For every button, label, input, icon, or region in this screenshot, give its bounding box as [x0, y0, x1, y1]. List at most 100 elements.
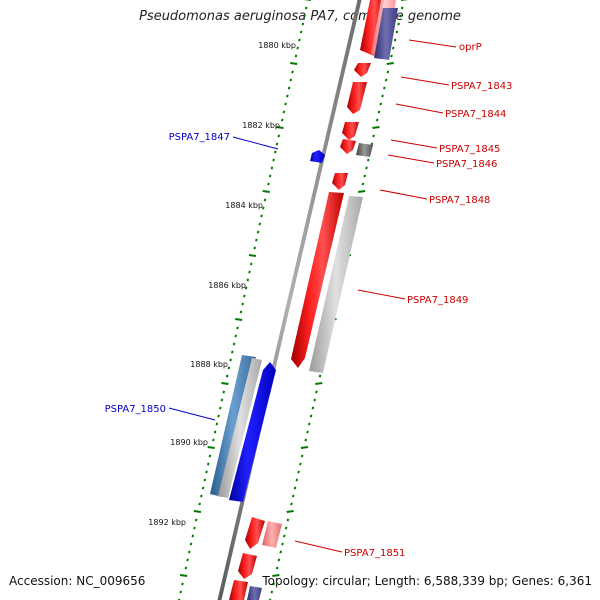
- gene-pspa7-1848-arrow[interactable]: [332, 173, 348, 190]
- gene-pspa7-1849-arrow[interactable]: [291, 192, 344, 368]
- inner-track-minor-tick: [200, 494, 203, 498]
- outer-track-minor-tick: [308, 422, 311, 426]
- outer-track-minor-tick: [272, 582, 275, 586]
- scale-label-1888: 1888 kbp: [190, 360, 228, 369]
- inner-track-minor-tick: [219, 406, 222, 410]
- inner-track-minor-tick: [179, 590, 182, 594]
- gene-label-pspa7-1847[interactable]: PSPA7_1847: [169, 132, 230, 143]
- inner-track-minor-tick: [244, 286, 248, 290]
- cds-pspa7-1851-shadow[interactable]: [262, 521, 282, 548]
- leader-pspa7-1850: [168, 407, 216, 421]
- inner-track-minor-tick: [301, 22, 305, 26]
- gene-pspa7-1850-arrow[interactable]: [229, 362, 276, 502]
- gene-label-pspa7-1848[interactable]: PSPA7_1848: [429, 195, 490, 206]
- outer-track-minor-tick: [281, 542, 284, 546]
- inner-track-minor-tick: [263, 198, 267, 202]
- inner-track-minor-tick: [298, 38, 301, 42]
- gene-label-pspa7-1843[interactable]: PSPA7_1843: [451, 81, 512, 92]
- outer-track-minor-tick: [318, 374, 322, 378]
- gene-next-forward-arrow[interactable]: [238, 553, 257, 579]
- leader-pspa7-1848: [379, 189, 428, 200]
- inner-track-minor-tick: [256, 230, 260, 234]
- inner-track-minor-tick: [253, 246, 256, 250]
- gene-label-oprp[interactable]: oprP: [459, 42, 482, 53]
- outer-track-minor-tick: [400, 6, 404, 10]
- scale-label-1892: 1892 kbp: [148, 518, 186, 527]
- outer-track-minor-tick: [370, 142, 374, 146]
- scale-label-1880: 1880 kbp: [258, 41, 296, 50]
- inner-track-minor-tick: [213, 430, 217, 434]
- gene-label-pspa7-1846[interactable]: PSPA7_1846: [436, 159, 497, 170]
- gene-label-pspa7-1849[interactable]: PSPA7_1849: [407, 295, 468, 306]
- outer-track-minor-tick: [275, 566, 279, 570]
- outer-track-minor-tick: [284, 526, 288, 530]
- genome-backbone: [217, 0, 362, 600]
- inner-track-minor-tick: [267, 182, 270, 186]
- outer-track-minor-tick: [386, 70, 390, 74]
- outer-track-minor-tick: [270, 590, 274, 594]
- leader-oprp: [408, 39, 457, 48]
- gene-oprp-arrow[interactable]: [360, 0, 384, 56]
- inner-track-minor-tick: [194, 518, 198, 522]
- outer-track-minor-tick: [365, 166, 368, 170]
- gene-labels: oprP PSPA7_1843 PSPA7_1844 PSPA7_1845 PS…: [105, 42, 513, 559]
- cds-pspa7-1846-reverse[interactable]: [356, 143, 373, 157]
- inner-track-minor-tick: [280, 118, 284, 122]
- label-leaders: [168, 39, 457, 553]
- cds-pspa7-1850-gray[interactable]: [218, 358, 262, 498]
- inner-track-minor-tick: [198, 502, 201, 506]
- gene-label-pspa7-1844[interactable]: PSPA7_1844: [445, 109, 506, 120]
- inner-track-minor-tick: [201, 486, 205, 490]
- gene-pspa7-1845-arrow[interactable]: [342, 122, 359, 140]
- inner-track-minor-tick: [205, 470, 208, 474]
- inner-track-minor-tick: [275, 142, 279, 146]
- inner-track-minor-tick: [234, 334, 237, 338]
- inner-track-minor-tick: [296, 46, 299, 50]
- scale-labels: 1880 kbp 1882 kbp 1884 kbp 1886 kbp 1888…: [148, 41, 296, 527]
- outer-track-major-tick: [315, 382, 323, 385]
- outer-track-minor-tick: [300, 454, 304, 458]
- gene-bottom-forward[interactable]: [229, 580, 248, 600]
- gene-pspa7-1843-arrow[interactable]: [354, 63, 371, 77]
- outer-track-minor-tick: [375, 118, 379, 122]
- inner-track-major-tick: [262, 190, 270, 193]
- inner-track-minor-tick: [231, 350, 234, 354]
- inner-track-minor-tick: [287, 86, 291, 90]
- gene-label-pspa7-1845[interactable]: PSPA7_1845: [439, 144, 500, 155]
- inner-track-minor-tick: [222, 390, 225, 394]
- inner-track-minor-tick: [289, 78, 293, 82]
- gene-pspa7-1851-arrow[interactable]: [245, 517, 265, 549]
- inner-track-minor-tick: [248, 270, 251, 274]
- inner-track-minor-tick: [277, 134, 280, 138]
- cds-oprp-reverse[interactable]: [374, 8, 398, 60]
- outer-track-minor-tick: [395, 30, 399, 34]
- inner-track-minor-tick: [232, 342, 236, 346]
- forward-features: [229, 0, 398, 600]
- inner-track-minor-tick: [217, 414, 220, 418]
- outer-track-minor-tick: [304, 438, 307, 442]
- inner-track-minor-tick: [220, 398, 224, 402]
- inner-track-minor-tick: [272, 158, 275, 162]
- outer-track-minor-tick: [377, 110, 381, 114]
- cds-bottom-reverse[interactable]: [247, 586, 262, 600]
- inner-track-minor-tick: [258, 222, 262, 226]
- inner-track-minor-tick: [274, 150, 277, 154]
- inner-track-minor-tick: [286, 94, 289, 98]
- inner-track-minor-tick: [303, 14, 306, 18]
- gene-label-pspa7-1851[interactable]: PSPA7_1851: [344, 548, 405, 559]
- cds-pspa7-1849-shadow[interactable]: [309, 196, 363, 373]
- inner-track-major-tick: [193, 510, 202, 513]
- gene-pspa7-1846-arrow[interactable]: [340, 139, 356, 154]
- leader-pspa7-1844: [395, 103, 444, 114]
- gene-label-pspa7-1850[interactable]: PSPA7_1850: [105, 404, 166, 415]
- gene-pspa7-1844-arrow[interactable]: [347, 82, 367, 114]
- leader-pspa7-1843: [400, 76, 450, 86]
- outer-track-minor-tick: [313, 398, 316, 402]
- outer-track-major-tick: [386, 62, 394, 65]
- outer-track-major-tick: [286, 510, 294, 513]
- gene-pspa7-1847-arrow[interactable]: [310, 150, 325, 163]
- outer-track-major-tick: [357, 190, 366, 193]
- outer-track-minor-tick: [311, 406, 315, 410]
- outer-track-minor-tick: [361, 182, 365, 186]
